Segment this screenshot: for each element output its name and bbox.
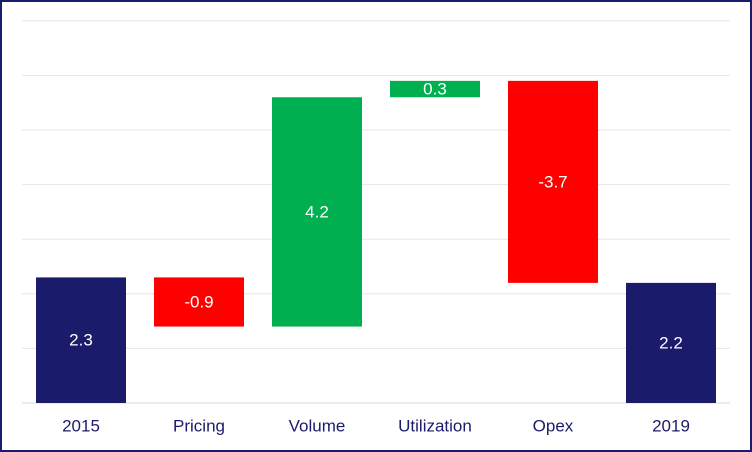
data-label-utilization: 0.3 (423, 80, 447, 99)
bar-2019 (626, 282, 716, 403)
data-label-opex: -3.7 (538, 172, 567, 191)
x-tick-label-2015: 2015 (62, 416, 100, 435)
bar-volume (272, 97, 362, 327)
bar-pricing (154, 277, 244, 327)
bar-2015 (36, 277, 126, 403)
data-label-2015: 2.3 (69, 331, 93, 350)
bar-utilization (390, 80, 480, 98)
bar-opex (508, 80, 598, 283)
x-tick-label-opex: Opex (533, 416, 574, 435)
x-tick-label-utilization: Utilization (398, 416, 472, 435)
data-label-2019: 2.2 (659, 333, 683, 352)
data-label-volume: 4.2 (305, 202, 329, 221)
x-tick-label-2019: 2019 (652, 416, 690, 435)
x-tick-label-pricing: Pricing (173, 416, 225, 435)
x-tick-label-volume: Volume (289, 416, 346, 435)
data-label-pricing: -0.9 (184, 292, 213, 311)
